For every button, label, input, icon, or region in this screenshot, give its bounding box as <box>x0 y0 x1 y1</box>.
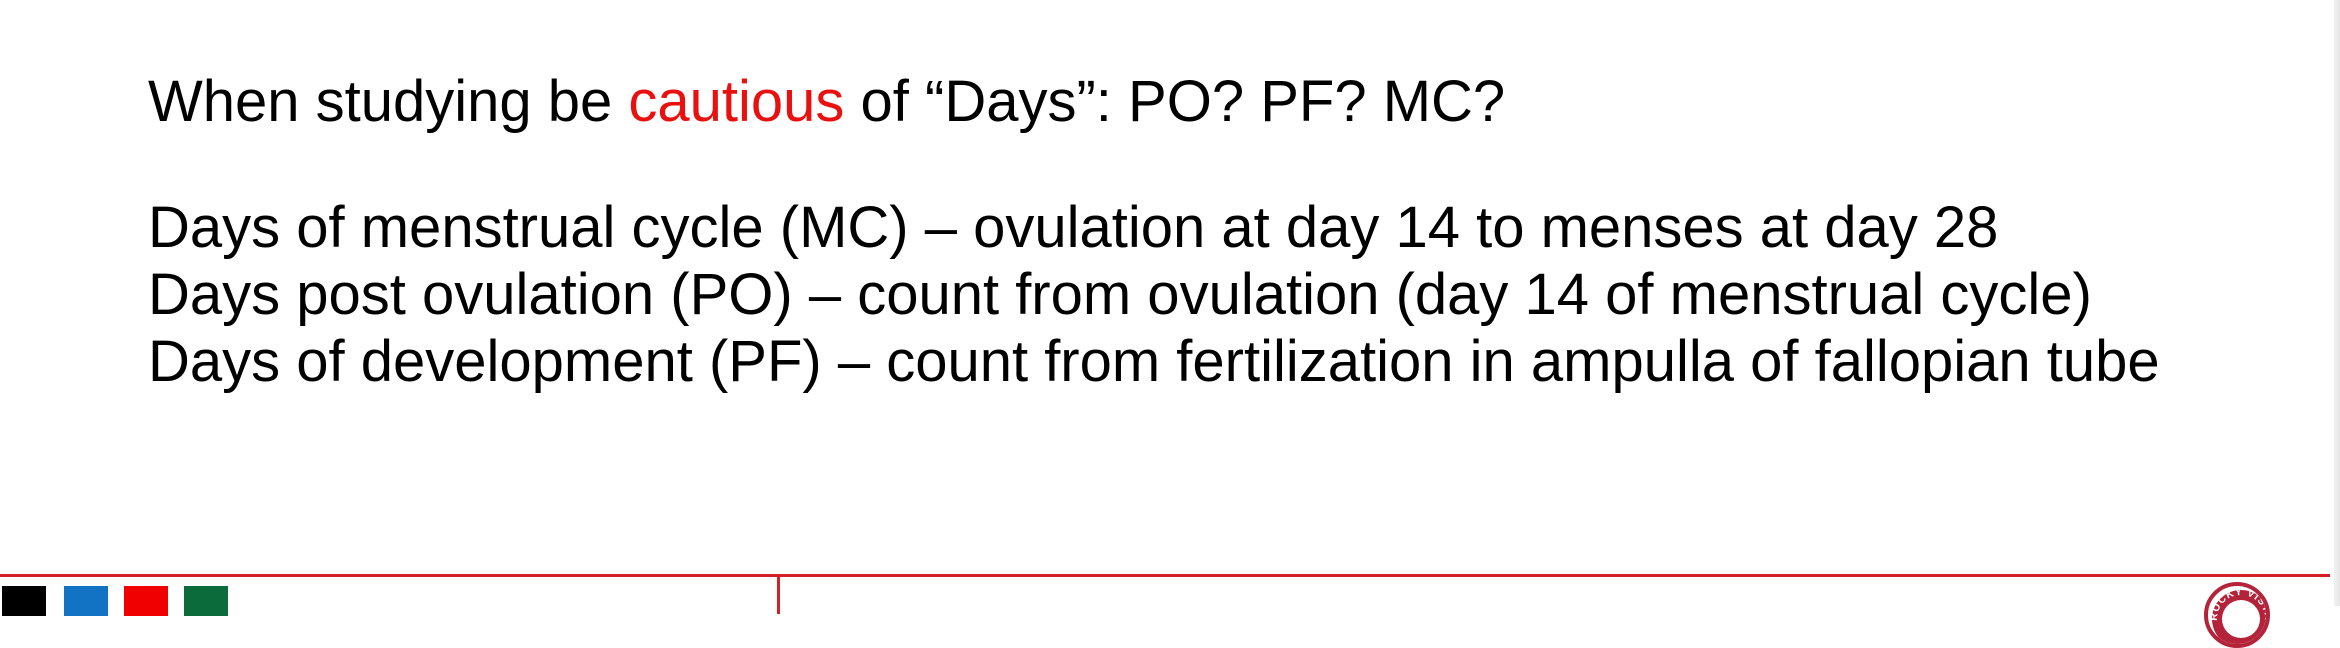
slide-content: When studying be cautious of “Days”: PO?… <box>148 62 2298 395</box>
heading-suffix: of “Days”: PO? PF? MC? <box>844 69 1506 134</box>
swatch-green <box>184 586 228 616</box>
swatch-blue <box>64 586 108 616</box>
slide-edge <box>2334 0 2340 606</box>
swatch-black <box>2 586 46 616</box>
definition-menstrual-cycle: Days of menstrual cycle (MC) – ovulation… <box>148 195 1999 260</box>
swatch-red <box>124 586 168 616</box>
spacer <box>148 142 2298 194</box>
heading: When studying be cautious of “Days”: PO?… <box>148 62 2298 142</box>
footer-rule <box>0 574 2330 577</box>
seal-graphic: ROCKY VISTA <box>2209 587 2266 644</box>
heading-prefix: When studying be <box>148 69 629 134</box>
definition-development: Days of development (PF) – count from fe… <box>148 329 2160 394</box>
heading-highlight: cautious <box>628 69 845 134</box>
footer-divider <box>777 574 780 614</box>
university-seal-logo: ROCKY VISTA <box>2204 582 2270 648</box>
definition-post-ovulation: Days post ovulation (PO) – count from ov… <box>148 262 2092 327</box>
